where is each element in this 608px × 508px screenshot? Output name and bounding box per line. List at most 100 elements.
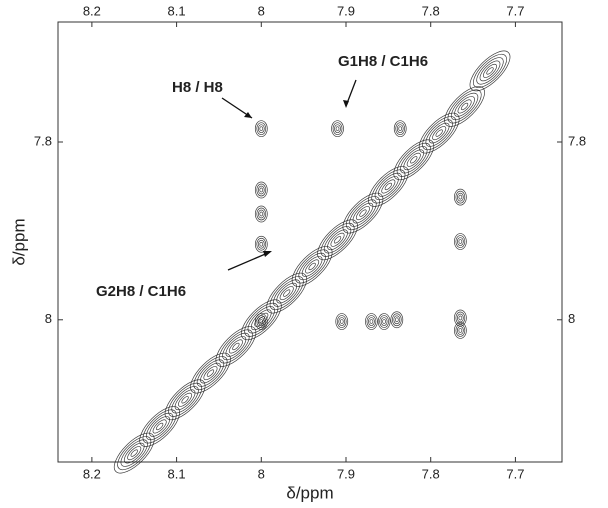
contour-line [257,239,265,249]
contour-line [174,389,196,411]
peak [342,192,384,234]
peak [418,112,460,154]
contour-line [455,235,466,248]
contour-line [455,190,466,204]
contour-line [155,422,164,431]
contour-line [291,246,333,287]
contour-line [256,207,267,221]
contour-line [339,319,344,324]
contour-line [432,126,447,141]
contour-line [232,342,240,351]
contour-line [454,96,475,117]
contour-line [123,442,145,464]
contour-line [259,241,264,247]
contour-line [359,209,367,217]
peak [469,50,511,92]
contour-line [215,326,257,367]
contour-line [193,356,228,391]
contour-line [257,209,265,219]
contour-line [244,302,279,337]
peak [317,219,358,261]
peak [393,139,435,181]
contour-line [377,313,391,330]
annotation: G1H8 / C1H6 [338,53,428,70]
contour-line [117,436,152,471]
contour-line [393,120,407,138]
contour-line [295,249,330,284]
contour-line [382,319,386,324]
contour-line [259,187,264,193]
peak [393,120,407,138]
contour-line [257,185,265,195]
contour-line [435,129,443,137]
contour-line [476,57,504,85]
contour-line [486,67,494,75]
peak [335,313,349,330]
contour-line [454,322,467,339]
peak [365,313,378,330]
peak [377,313,391,330]
contour-line [269,276,304,311]
contour-line [418,112,460,154]
contour-line [259,319,264,324]
contour-line [279,286,294,301]
arrow-head [263,251,272,257]
contour-line [395,122,406,136]
peak [113,432,155,474]
peak [454,309,467,327]
y-axis-label: δ/ppm [9,218,28,265]
x-tick-label: 8.2 [83,3,101,18]
contour-line [256,315,267,328]
contour-line [206,369,215,377]
contour-line [371,169,406,204]
contour-line [458,194,463,200]
x-tick-label: 7.7 [506,466,524,481]
contour-line [425,119,453,147]
contour-line [473,53,507,88]
contour-line [454,188,467,206]
contour-line [393,139,435,181]
y-tick-label: 7.8 [568,133,586,148]
contour-line [257,317,265,326]
contour-line [378,176,399,197]
contour-line [394,317,399,323]
contour-line [190,352,231,394]
contour-line [127,446,142,461]
contour-line [259,126,264,132]
peak [368,166,409,207]
contour-line [222,332,250,361]
peak [254,120,268,138]
contour-line [393,315,401,325]
contour-line [369,319,374,324]
contour-line [181,396,189,404]
contour-line [266,272,308,314]
y-tick-label: 8 [568,311,575,326]
contour-line [479,60,501,82]
contour-line [390,311,404,329]
contour-line [317,219,358,261]
contour-line [428,122,450,144]
contour-line [482,63,498,78]
arrow-head [244,112,252,118]
contour-line [120,439,148,467]
peak [190,352,231,394]
plot-frame [57,21,563,463]
contour-line [455,311,466,325]
peak [139,406,180,447]
contour-line [254,120,268,138]
contour-line [257,124,265,134]
contour-line [334,124,341,134]
contour-line [142,409,177,444]
contour-line [276,282,298,304]
y-tick-label: 7.8 [34,133,52,148]
contour-line [323,226,352,254]
contour-line [259,211,264,217]
contour-line [218,329,253,364]
contour-line [410,156,418,164]
peak [291,246,333,287]
contour-line [380,317,388,326]
contour-line [398,126,403,132]
contour-line [457,326,464,335]
contour-line [254,313,268,330]
